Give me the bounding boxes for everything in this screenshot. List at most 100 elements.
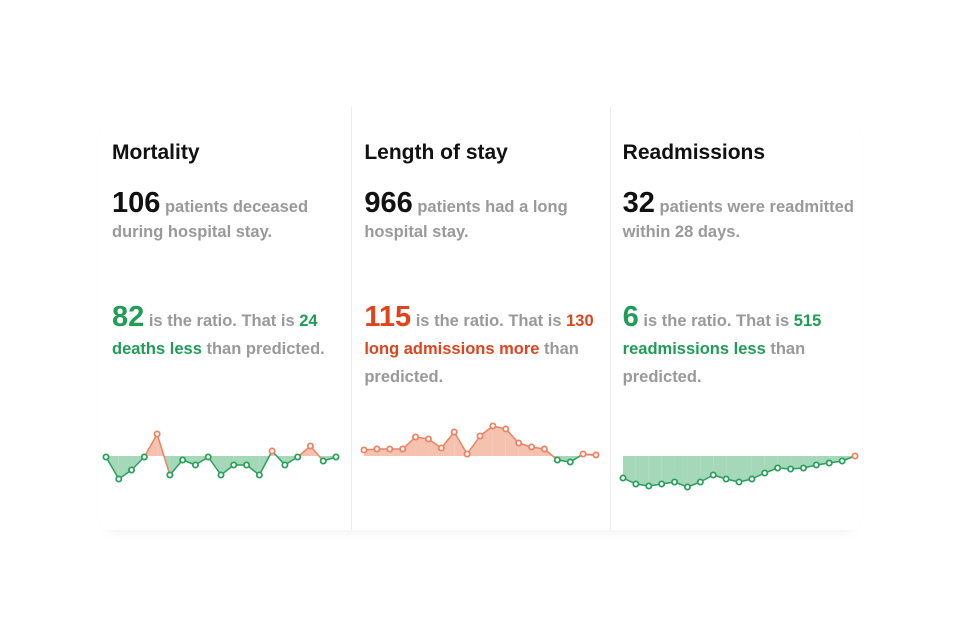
patient-count: 32 xyxy=(622,187,655,219)
card-summary: 106 patients deceased during hospital st… xyxy=(112,189,344,245)
area-segment xyxy=(570,456,581,462)
area-segment xyxy=(246,456,260,475)
area-segment xyxy=(777,456,791,469)
count-text: patients deceased during hospital stay. xyxy=(112,198,309,241)
delta-number: 24 xyxy=(299,312,318,330)
ratio-statement: 115 is the ratio. That is 130 long admis… xyxy=(364,303,596,391)
delta-phrase: deaths less xyxy=(112,340,202,358)
trend-point xyxy=(294,453,302,461)
trend-point xyxy=(748,475,756,483)
trend-point xyxy=(515,439,523,447)
area-segment xyxy=(506,429,520,456)
trend-point xyxy=(722,475,730,483)
readmissions-card: Readmissions 32 patients were readmitted… xyxy=(611,107,860,530)
trend-point xyxy=(255,471,263,479)
area-segment xyxy=(157,434,164,456)
trend-point xyxy=(760,469,768,477)
area-segment xyxy=(233,456,247,465)
trend-point xyxy=(670,478,678,486)
trend-point xyxy=(838,457,846,465)
ratio-value: 82 xyxy=(112,301,145,333)
trend-sparkline xyxy=(102,430,340,483)
card-title: Mortality xyxy=(112,141,200,164)
area-segment xyxy=(441,432,455,456)
card-title: Readmissions xyxy=(622,141,766,164)
area-segment xyxy=(725,456,739,482)
trend-point xyxy=(332,453,340,461)
trend-point xyxy=(412,433,420,441)
trend-point xyxy=(425,435,433,443)
ratio-value: 6 xyxy=(622,301,639,333)
area-segment xyxy=(182,456,196,465)
trend-point xyxy=(153,430,161,438)
trend-point xyxy=(683,483,691,491)
trend-point xyxy=(204,453,212,461)
trend-point xyxy=(528,443,536,451)
trend-point xyxy=(812,461,820,469)
area-segment xyxy=(390,449,404,456)
area-segment xyxy=(648,456,662,486)
delta-tail: than predicted. xyxy=(364,340,579,386)
trend-line-segment xyxy=(156,433,171,476)
ratio-value: 115 xyxy=(364,301,412,333)
trend-point xyxy=(799,464,807,472)
trend-point xyxy=(217,471,225,479)
trend-line-segment xyxy=(453,431,469,455)
area-segment xyxy=(687,456,701,487)
area-segment xyxy=(428,439,442,456)
trend-point xyxy=(657,480,665,488)
delta-tail: than predicted. xyxy=(201,340,325,358)
trend-point xyxy=(438,444,446,452)
trend-point xyxy=(476,432,484,440)
area-segment xyxy=(674,456,688,487)
area-segment xyxy=(118,456,132,479)
trend-sparkline xyxy=(360,422,600,466)
trend-point xyxy=(696,478,704,486)
trend-point xyxy=(489,422,497,430)
card-title: Length of stay xyxy=(364,141,508,164)
trend-line-segment xyxy=(207,456,222,476)
trend-point xyxy=(319,457,327,465)
card-summary: 966 patients had a long hospital stay. xyxy=(364,189,596,245)
count-text: patients were readmitted within 28 days. xyxy=(622,198,854,241)
trend-point xyxy=(360,446,368,454)
trend-point xyxy=(644,482,652,490)
trend-point xyxy=(230,461,238,469)
area-segment xyxy=(712,456,726,479)
count-text: patients had a long hospital stay. xyxy=(364,198,568,241)
patient-count: 966 xyxy=(364,187,413,219)
trend-point xyxy=(243,461,251,469)
area-segment xyxy=(221,456,234,475)
trend-point xyxy=(191,461,199,469)
trend-point xyxy=(399,445,407,453)
trend-point xyxy=(579,450,587,458)
trend-sparkline xyxy=(619,452,859,491)
trend-point xyxy=(786,465,794,473)
area-segment xyxy=(557,456,571,462)
trend-point xyxy=(306,442,314,450)
trend-point xyxy=(281,461,289,469)
trend-point xyxy=(102,453,110,461)
area-segment xyxy=(493,426,507,456)
length-of-stay-card: Length of stay 966 patients had a long h… xyxy=(351,107,611,530)
trend-point xyxy=(140,453,148,461)
trend-point xyxy=(709,471,717,479)
trend-point xyxy=(115,475,123,483)
ratio-statement: 6 is the ratio. That is 515 readmissions… xyxy=(623,303,855,391)
area-segment xyxy=(790,456,804,469)
trend-point xyxy=(373,445,381,453)
trend-point xyxy=(554,456,562,464)
area-segment xyxy=(661,456,675,484)
trend-point xyxy=(463,450,471,458)
trend-line-segment xyxy=(258,450,273,476)
card-summary: 32 patients were readmitted within 28 da… xyxy=(622,189,855,245)
trend-point xyxy=(128,466,136,474)
trend-point xyxy=(773,464,781,472)
trend-point xyxy=(567,458,575,466)
trend-point xyxy=(502,425,510,433)
trend-point xyxy=(451,428,459,436)
area-segment xyxy=(377,449,391,456)
trend-line-segment xyxy=(105,456,120,480)
trend-point xyxy=(179,456,187,464)
area-segment xyxy=(544,449,553,456)
